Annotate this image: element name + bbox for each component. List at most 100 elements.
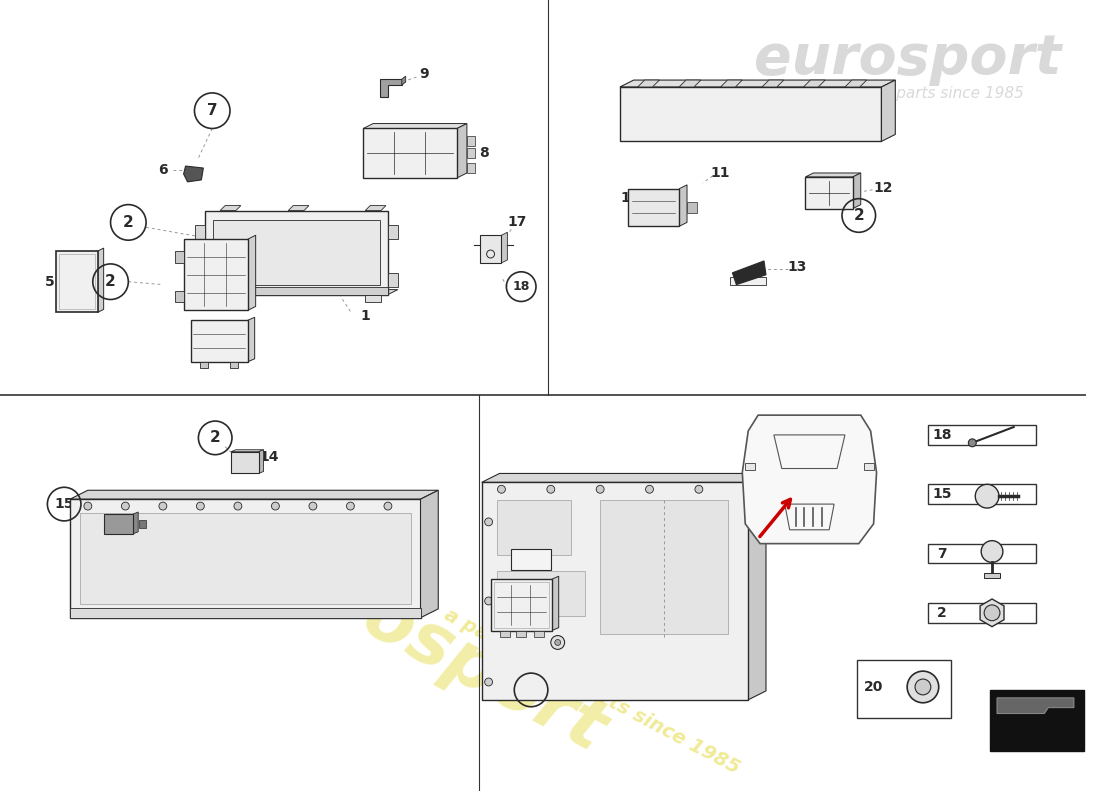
Polygon shape: [748, 474, 766, 700]
Polygon shape: [803, 80, 825, 87]
Polygon shape: [881, 80, 895, 142]
Text: a passion for parts since 1985: a passion for parts since 1985: [793, 86, 1024, 102]
Polygon shape: [133, 512, 139, 534]
Bar: [80, 513, 410, 604]
Bar: [628, 189, 679, 226]
Circle shape: [981, 541, 1003, 562]
Text: 16: 16: [72, 515, 90, 529]
Bar: [196, 273, 206, 286]
Polygon shape: [402, 76, 406, 85]
Text: 14: 14: [260, 450, 279, 464]
Circle shape: [272, 502, 279, 510]
Polygon shape: [184, 166, 204, 182]
Bar: [59, 254, 95, 310]
Circle shape: [547, 486, 554, 494]
Polygon shape: [805, 173, 861, 177]
Text: 2: 2: [123, 215, 134, 230]
Text: 17: 17: [507, 215, 527, 230]
Text: 9: 9: [419, 67, 429, 81]
Text: 19: 19: [484, 578, 503, 592]
Polygon shape: [70, 490, 438, 499]
Bar: [534, 630, 543, 637]
Bar: [365, 294, 381, 302]
Text: 11: 11: [711, 166, 730, 180]
Polygon shape: [363, 123, 466, 129]
Bar: [190, 320, 248, 362]
Text: a passion for parts since 1985: a passion for parts since 1985: [441, 606, 744, 778]
Text: 21: 21: [573, 629, 593, 642]
Polygon shape: [288, 206, 309, 210]
Bar: [482, 482, 748, 700]
Text: eurosport: eurosport: [232, 518, 617, 767]
Text: 2: 2: [106, 274, 116, 290]
Text: 3: 3: [242, 262, 252, 276]
Polygon shape: [482, 474, 766, 482]
Text: eurosport: eurosport: [755, 32, 1062, 86]
Bar: [928, 603, 1036, 622]
Polygon shape: [502, 232, 507, 263]
Bar: [730, 277, 766, 285]
Polygon shape: [679, 80, 701, 87]
Circle shape: [596, 486, 604, 494]
Polygon shape: [638, 80, 659, 87]
Bar: [388, 226, 398, 239]
Bar: [363, 129, 456, 178]
Bar: [805, 177, 852, 209]
Circle shape: [908, 671, 938, 702]
Text: 7: 7: [937, 546, 946, 561]
Bar: [103, 514, 133, 534]
Bar: [928, 484, 1036, 504]
Bar: [620, 87, 881, 142]
Bar: [175, 251, 184, 263]
Polygon shape: [762, 80, 784, 87]
Polygon shape: [733, 261, 766, 285]
Text: 4: 4: [242, 337, 252, 351]
Circle shape: [968, 439, 976, 446]
Polygon shape: [679, 185, 688, 226]
Circle shape: [554, 639, 561, 646]
Bar: [928, 425, 1036, 445]
Polygon shape: [258, 450, 264, 474]
Circle shape: [915, 679, 931, 695]
Polygon shape: [720, 80, 742, 87]
Bar: [184, 239, 248, 310]
Text: 2: 2: [854, 208, 865, 223]
Bar: [928, 544, 1036, 563]
Bar: [500, 630, 510, 637]
Circle shape: [84, 502, 91, 510]
Polygon shape: [220, 206, 241, 210]
Circle shape: [497, 486, 505, 494]
Circle shape: [485, 518, 493, 526]
Circle shape: [485, 678, 493, 686]
Bar: [688, 202, 697, 214]
Text: 2: 2: [937, 606, 947, 620]
Bar: [494, 582, 549, 628]
Polygon shape: [231, 450, 264, 452]
Text: 6: 6: [158, 163, 167, 177]
Polygon shape: [248, 235, 255, 310]
Bar: [388, 273, 398, 286]
Text: 13: 13: [788, 260, 807, 274]
Circle shape: [197, 502, 205, 510]
Text: 18: 18: [932, 428, 952, 442]
Text: 5: 5: [44, 274, 54, 289]
Circle shape: [976, 484, 999, 508]
Polygon shape: [248, 318, 255, 362]
Bar: [206, 210, 388, 294]
Polygon shape: [456, 123, 466, 178]
Text: 12: 12: [873, 181, 893, 195]
Text: 15: 15: [54, 497, 74, 511]
Text: 971 02: 971 02: [1002, 721, 1070, 738]
Bar: [516, 630, 526, 637]
Bar: [206, 286, 388, 294]
Polygon shape: [742, 415, 877, 544]
Polygon shape: [98, 248, 103, 312]
Bar: [200, 362, 208, 368]
Text: 1: 1: [361, 310, 370, 323]
Text: 10: 10: [620, 190, 639, 205]
Text: 22: 22: [487, 545, 506, 558]
Circle shape: [309, 502, 317, 510]
Bar: [196, 226, 206, 239]
Bar: [70, 499, 420, 618]
Text: 8: 8: [478, 146, 488, 160]
